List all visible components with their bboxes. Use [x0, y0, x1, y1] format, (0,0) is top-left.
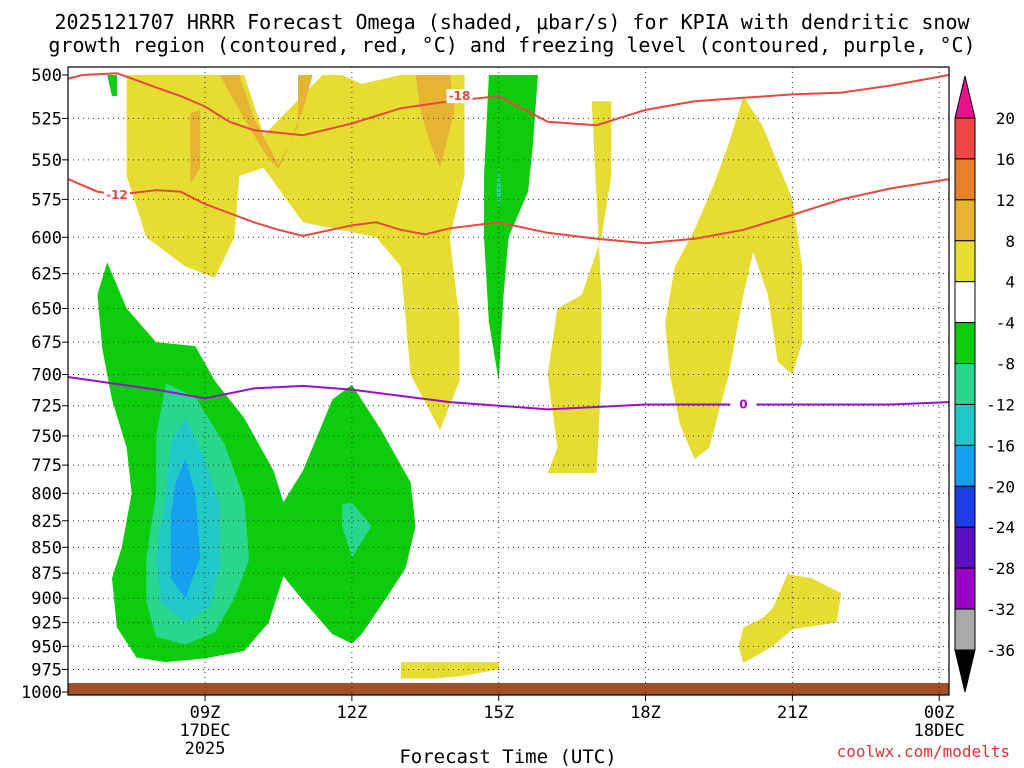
- colorbar-band: [954, 199, 976, 242]
- colorbar-label: -28: [986, 559, 1015, 578]
- omega-region-4: [547, 101, 612, 474]
- colorbar-label: -24: [986, 518, 1015, 537]
- contour-dendritic-12C: [67, 178, 950, 245]
- ground-strip: [68, 683, 949, 695]
- x-tick-label: 12Z: [337, 703, 368, 723]
- colorbar-band: [954, 363, 976, 405]
- omega-region-2: [415, 75, 455, 168]
- y-tick-label: 500: [31, 66, 62, 86]
- y-tick-label: 700: [31, 366, 62, 386]
- y-tick-label: 825: [31, 512, 62, 532]
- y-tick-label: 875: [31, 564, 62, 584]
- contour-label-bg: [730, 397, 757, 412]
- title-line-2: growth region (contoured, red, °C) and f…: [48, 33, 975, 57]
- contour-label-freezing-0C: 0: [739, 398, 747, 412]
- omega-region-3: [190, 109, 201, 184]
- contour-dendritic-18C: [67, 72, 950, 137]
- omega-region-8: [107, 75, 117, 97]
- y-tick-label: 525: [31, 109, 62, 129]
- colorbar-band: [954, 444, 976, 487]
- contour-label-bg: [446, 89, 473, 104]
- x-tick-label: 15Z: [483, 703, 514, 723]
- colorbar-label: 16: [996, 150, 1015, 169]
- plot-frame: [67, 66, 950, 696]
- y-tick-label: 650: [31, 300, 62, 320]
- x-axis-label: Forecast Time (UTC): [399, 746, 616, 768]
- colorbar-band: [954, 485, 976, 528]
- omega-shaded-regions: [97, 75, 842, 679]
- colorbar-label: -8: [996, 355, 1015, 374]
- y-tick-label: 800: [31, 484, 62, 504]
- credit-text[interactable]: coolwx.com/modelts: [837, 742, 1010, 761]
- omega-region-1: [219, 75, 313, 170]
- y-tick-label: 625: [31, 265, 62, 285]
- x-tick-year: 2025: [185, 739, 226, 759]
- omega-region-9: [484, 75, 538, 381]
- y-tick-label: 600: [31, 228, 62, 248]
- y-tick-label: 750: [31, 427, 62, 447]
- y-tick-label: 925: [31, 614, 62, 634]
- y-tick-label: 850: [31, 538, 62, 558]
- contour-lines: -12 -18 0: [67, 72, 950, 412]
- x-tick-label: 00Z: [924, 703, 955, 723]
- y-tick-label: 775: [31, 456, 62, 476]
- colorbar-band: [954, 281, 976, 324]
- colorbar-label: -32: [986, 600, 1015, 619]
- colorbar-band: [954, 240, 976, 283]
- omega-region-12: [342, 502, 372, 558]
- y-tick-label: 575: [31, 190, 62, 210]
- contour-label-dendritic-18C: -18: [449, 89, 471, 103]
- colorbar-label: -16: [986, 436, 1015, 455]
- colorbar-label: -4: [996, 314, 1015, 333]
- colorbar-label: -12: [986, 395, 1015, 414]
- x-tick-label: 21Z: [777, 703, 808, 723]
- colorbar-band: [954, 158, 976, 201]
- omega-region-7: [400, 662, 499, 679]
- y-tick-label: 1000: [21, 683, 62, 703]
- colorbar-label: 8: [1005, 232, 1015, 251]
- y-tick-label: 975: [31, 660, 62, 680]
- y-tick-label: 725: [31, 397, 62, 417]
- colorbar-label: -36: [986, 641, 1015, 660]
- y-tick-label: 950: [31, 637, 62, 657]
- y-tick-label: 675: [31, 333, 62, 353]
- contour-freezing-0C: [67, 376, 950, 411]
- omega-region-5: [665, 96, 803, 460]
- colorbar-label: 20: [996, 109, 1015, 128]
- y-axis: 500 525 550 575 600 625 650 675 700 725 750 775 800 8…: [21, 66, 68, 703]
- colorbar-band: [954, 526, 976, 569]
- title-line-1: 2025121707 HRRR Forecast Omega (shaded, …: [54, 10, 970, 34]
- colorbar-label: 4: [1005, 273, 1015, 292]
- x-tick-date: 17DEC: [179, 721, 230, 741]
- omega-region-10: [97, 262, 416, 663]
- omega-region-15: [170, 459, 201, 599]
- y-tick-label: 550: [31, 151, 62, 171]
- colorbar-label: 12: [996, 191, 1015, 210]
- omega-region-0: [126, 75, 465, 430]
- y-tick-label: 900: [31, 589, 62, 609]
- x-tick-label: 18Z: [630, 703, 661, 723]
- x-tick-label: 09Z: [190, 703, 221, 723]
- colorbar-band: [954, 567, 976, 610]
- colorbar-upper-arrow: [954, 75, 976, 119]
- colorbar-band: [954, 608, 976, 651]
- contour-label-dendritic-12C: -12: [106, 188, 128, 202]
- colorbar-band: [954, 117, 976, 160]
- colorbar-band: [954, 322, 976, 365]
- colorbar-label: -20: [986, 477, 1015, 496]
- colorbar: 20 16 12 8 4 -4 -8 -12 -16 -20 -24 -28 -32 -36: [954, 75, 1015, 693]
- contour-label-bg: [103, 187, 130, 202]
- omega-region-6: [738, 574, 842, 663]
- x-tick-date: 18DEC: [914, 721, 965, 741]
- colorbar-lower-arrow: [954, 649, 976, 693]
- colorbar-band: [954, 403, 976, 446]
